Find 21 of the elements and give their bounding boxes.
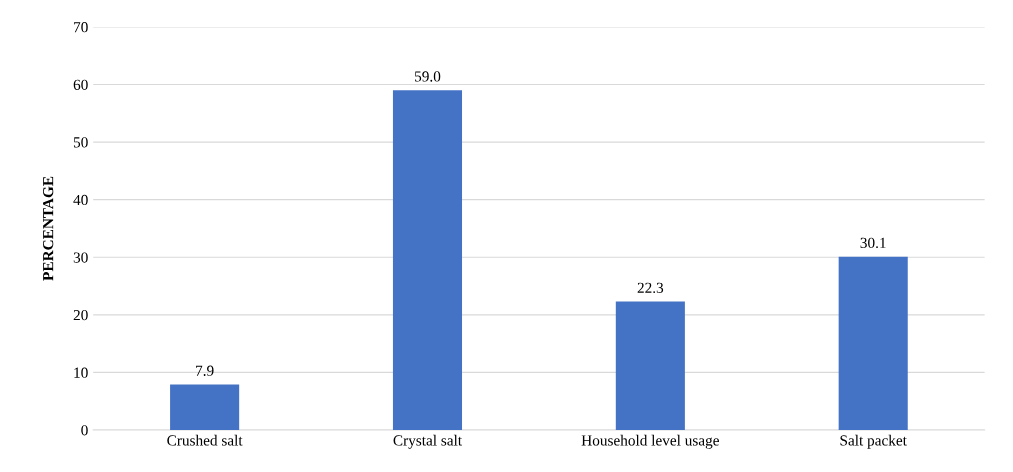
x-tick-label: Crystal salt — [393, 434, 462, 449]
y-tick-label: 60 — [73, 79, 88, 90]
x-tick-label: Salt packet — [840, 434, 907, 449]
y-tick-label: 40 — [73, 194, 88, 206]
data-label: 22.3 — [637, 282, 664, 293]
x-tick-label: Crushed salt — [167, 434, 243, 446]
y-tick-label: 30 — [73, 252, 88, 263]
y-tick-label: 70 — [74, 22, 88, 33]
data-label: 30.1 — [860, 237, 886, 249]
y-tick-label: 0 — [81, 425, 88, 436]
bar — [170, 384, 240, 430]
bar — [838, 256, 908, 430]
y-axis-title: PERCENTAGE — [43, 176, 54, 281]
x-tick-label: Household level usage — [581, 434, 719, 449]
data-label: 7.9 — [196, 365, 214, 376]
y-tick-label: 50 — [73, 137, 88, 148]
bar — [615, 301, 685, 430]
y-tick-label: 10 — [74, 367, 88, 378]
data-label: 59.0 — [415, 71, 441, 82]
y-tick-label: 20 — [73, 309, 88, 321]
bar — [392, 90, 463, 430]
